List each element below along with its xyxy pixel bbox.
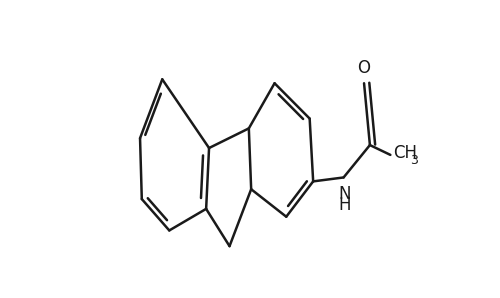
Text: O: O bbox=[358, 59, 370, 77]
Text: CH: CH bbox=[394, 145, 417, 162]
Text: N: N bbox=[339, 185, 351, 203]
Text: 3: 3 bbox=[410, 154, 418, 167]
Text: H: H bbox=[339, 196, 351, 215]
